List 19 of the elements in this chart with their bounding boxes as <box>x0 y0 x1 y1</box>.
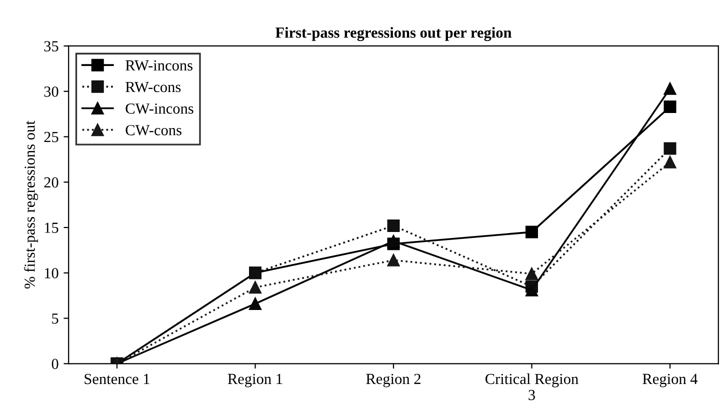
x-tick-label: Sentence 1 <box>84 374 150 384</box>
legend-label: CW-incons <box>126 103 194 114</box>
x-tick-label: Critical Region 3 <box>485 373 578 400</box>
y-tick-label: 0 <box>52 358 58 370</box>
y-axis-title: % first-pass regressions out <box>24 120 38 289</box>
y-tick-label: 15 <box>44 222 58 233</box>
x-tick-label: Region 2 <box>366 374 420 388</box>
y-tick-label: 10 <box>44 268 58 278</box>
y-tick-label: 20 <box>44 177 58 188</box>
chart-title: First-pass regressions out per region <box>275 27 512 42</box>
x-tick-label: Region 4 <box>642 374 698 388</box>
y-tick-label: 5 <box>52 314 58 324</box>
x-tick-label: Region 1 <box>228 374 282 388</box>
y-tick-label: 35 <box>44 41 58 52</box>
y-tick-label: 30 <box>44 86 58 97</box>
legend-label: RW-cons <box>126 82 181 92</box>
y-tick-label: 25 <box>44 132 58 142</box>
legend-label: RW-incons <box>126 60 192 71</box>
legend-label: CW-cons <box>126 125 182 136</box>
